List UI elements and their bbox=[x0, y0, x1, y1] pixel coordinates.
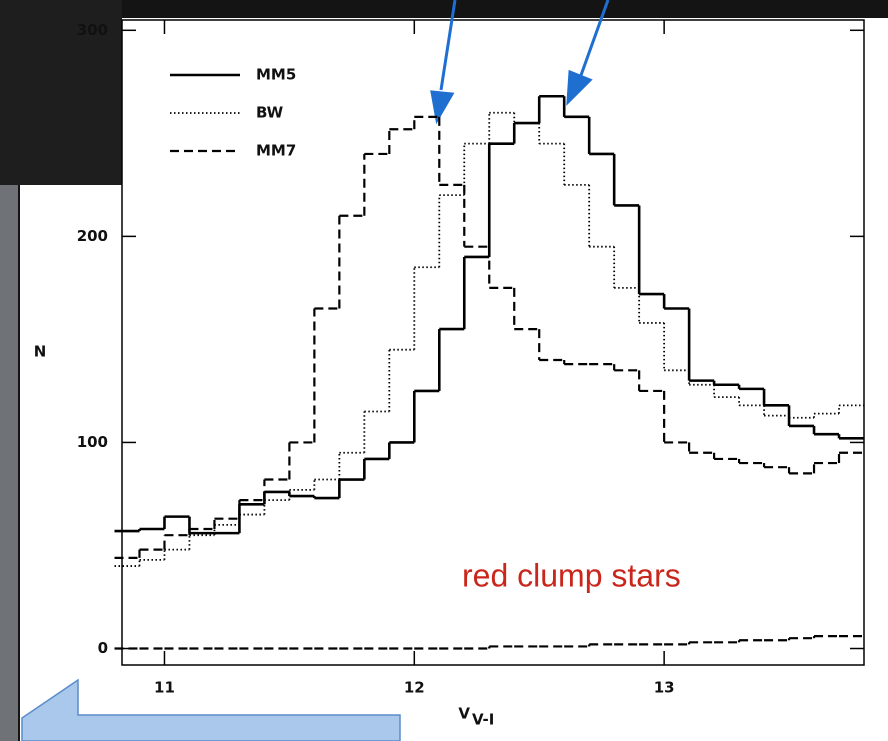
y-tick-label: 100 bbox=[77, 433, 108, 451]
figure-background bbox=[20, 18, 888, 741]
arrow-head bbox=[430, 90, 455, 125]
x-axis-label-subscript: V-I bbox=[472, 711, 494, 729]
annotation: red clump stars bbox=[462, 557, 681, 593]
legend-label: BW bbox=[256, 104, 284, 122]
arrows bbox=[430, 0, 610, 125]
arrow-shaft bbox=[578, 0, 610, 79]
y-tick-label: 0 bbox=[98, 639, 108, 657]
side-bar bbox=[0, 185, 18, 741]
arrow-shaft bbox=[439, 0, 457, 91]
y-axis-label: N bbox=[34, 343, 47, 361]
legend-label: MM7 bbox=[256, 142, 296, 160]
x-tick-label: 11 bbox=[154, 679, 175, 697]
x-tick-label: 13 bbox=[654, 679, 675, 697]
arrow-head bbox=[566, 69, 593, 106]
plot-frame bbox=[121, 19, 865, 666]
legend-label: MM5 bbox=[256, 66, 296, 84]
callout-arrow bbox=[21, 678, 401, 741]
y-tick-label: 200 bbox=[77, 227, 108, 245]
x-tick-label: 12 bbox=[404, 679, 425, 697]
dark-corner bbox=[0, 0, 122, 185]
x-axis-label: V bbox=[458, 705, 470, 723]
y-tick-label: 300 bbox=[77, 21, 108, 39]
